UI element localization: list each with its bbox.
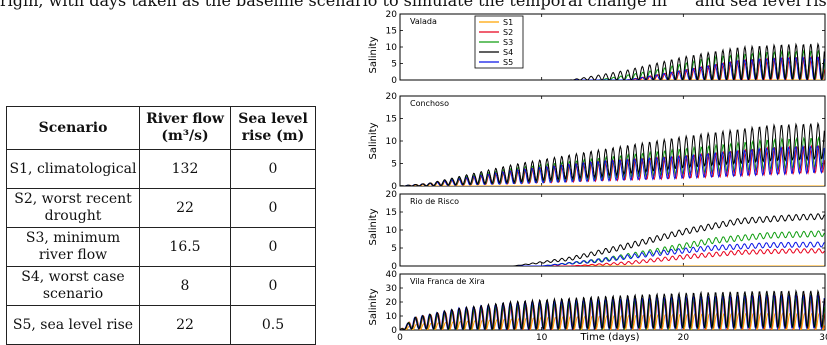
cell-scenario: S4, worst case scenario [6, 266, 140, 306]
y-tick-label: 30 [386, 284, 398, 294]
table-row: S1, climatological 132 0 [6, 149, 316, 189]
cell-flow: 22 [139, 305, 231, 345]
table-row: S3, minimum river flow 16.5 0 [6, 227, 316, 267]
series-line-s5 [400, 241, 825, 266]
y-tick-label: 10 [386, 312, 398, 322]
y-tick-label: 5 [391, 60, 397, 70]
salinity-charts: Salinity Salinity Salinity Salinity Time… [368, 10, 827, 342]
panel-2: 0 5 10 15 20 Rio de Risco [386, 190, 826, 272]
y-tick-label: 0 [391, 182, 397, 192]
legend-label-s5: S5 [503, 58, 513, 67]
scenario-table: Scenario River flow (m³/s) Sea level ris… [6, 106, 316, 345]
series-line-s2 [400, 248, 825, 266]
y-tick-label: 20 [386, 10, 398, 20]
y-tick-label: 20 [386, 298, 398, 308]
cell-scenario: S5, sea level rise [6, 305, 140, 345]
y-tick-label: 0 [391, 326, 397, 336]
series-line-s5 [400, 55, 825, 80]
legend-label-s3: S3 [503, 38, 513, 47]
table-row: S4, worst case scenario 8 0 [6, 266, 316, 306]
x-tick-label: 0 [397, 333, 403, 342]
x-tick-label: 30 [819, 333, 827, 342]
cell-slr: 0 [230, 227, 316, 267]
cell-scenario: S2, worst recent drought [6, 188, 140, 228]
table-header-row: Scenario River flow (m³/s) Sea level ris… [6, 106, 316, 150]
y-tick-label: 40 [386, 270, 398, 280]
panel-title: Valada [410, 17, 437, 26]
header-sea-level-rise: Sea level rise (m) [230, 106, 316, 150]
cell-slr: 0 [230, 266, 316, 306]
panel-1: 0 5 10 15 20 Conchoso [386, 92, 826, 192]
panel-title: Vila Franca de Xira [410, 277, 485, 286]
y-tick-label: 5 [391, 160, 397, 170]
panel-3: 0 10 20 30 40 0 10 20 30 Vila Franca de Xira [386, 270, 827, 342]
series-line-s4 [400, 289, 825, 330]
legend-label-s2: S2 [503, 28, 513, 37]
panel-title: Rio de Risco [410, 197, 459, 206]
y-tick-label: 15 [386, 115, 397, 125]
cell-slr: 0 [230, 188, 316, 228]
cell-flow: 22 [139, 188, 231, 228]
y-tick-label: 5 [391, 244, 397, 254]
y-tick-label: 15 [386, 27, 397, 37]
series-lines [400, 42, 825, 80]
y-axis-label: Salinity [368, 36, 379, 73]
y-tick-label: 15 [386, 208, 397, 218]
table-row: S5, sea level rise 22 0.5 [6, 305, 316, 345]
y-tick-label: 20 [386, 92, 398, 102]
series-line-s4 [400, 121, 825, 186]
y-tick-label: 0 [391, 76, 397, 86]
y-axis-label: Salinity [368, 288, 379, 325]
header-scenario: Scenario [6, 106, 140, 150]
y-tick-label: 10 [386, 226, 398, 236]
x-tick-label: 20 [678, 333, 690, 342]
cell-scenario: S3, minimum river flow [6, 227, 140, 267]
cell-flow: 8 [139, 266, 231, 306]
cell-scenario: S1, climatological [6, 149, 140, 189]
cell-flow: 16.5 [139, 227, 231, 267]
cell-slr: 0.5 [230, 305, 316, 345]
table-row: S2, worst recent drought 22 0 [6, 188, 316, 228]
panel-frame [399, 193, 826, 267]
series-line-s4 [400, 42, 825, 80]
y-tick-label: 10 [386, 137, 398, 147]
y-axis-label: Salinity [368, 208, 379, 245]
y-axis-label: Salinity [368, 122, 379, 159]
page-top-text: rigin, with days taken as the baseline s… [0, 0, 827, 13]
y-tick-label: 20 [386, 190, 398, 200]
x-tick-label: 10 [536, 333, 548, 342]
top-text-left: rigin, with days taken as the baseline s… [0, 0, 668, 10]
series-lines [400, 121, 825, 186]
cell-flow: 132 [139, 149, 231, 189]
y-tick-label: 0 [391, 262, 397, 272]
top-text-right: and sea level rise [695, 0, 827, 10]
x-axis-label: Time (days) [579, 332, 639, 342]
y-tick-label: 10 [386, 43, 398, 53]
series-lines [400, 289, 825, 330]
series-line-s4 [400, 213, 825, 266]
legend-label-s1: S1 [503, 18, 513, 27]
legend-label-s4: S4 [503, 48, 513, 57]
cell-slr: 0 [230, 149, 316, 189]
series-lines [400, 213, 825, 266]
header-river-flow: River flow (m³/s) [139, 106, 231, 150]
panel-title: Conchoso [410, 99, 449, 108]
